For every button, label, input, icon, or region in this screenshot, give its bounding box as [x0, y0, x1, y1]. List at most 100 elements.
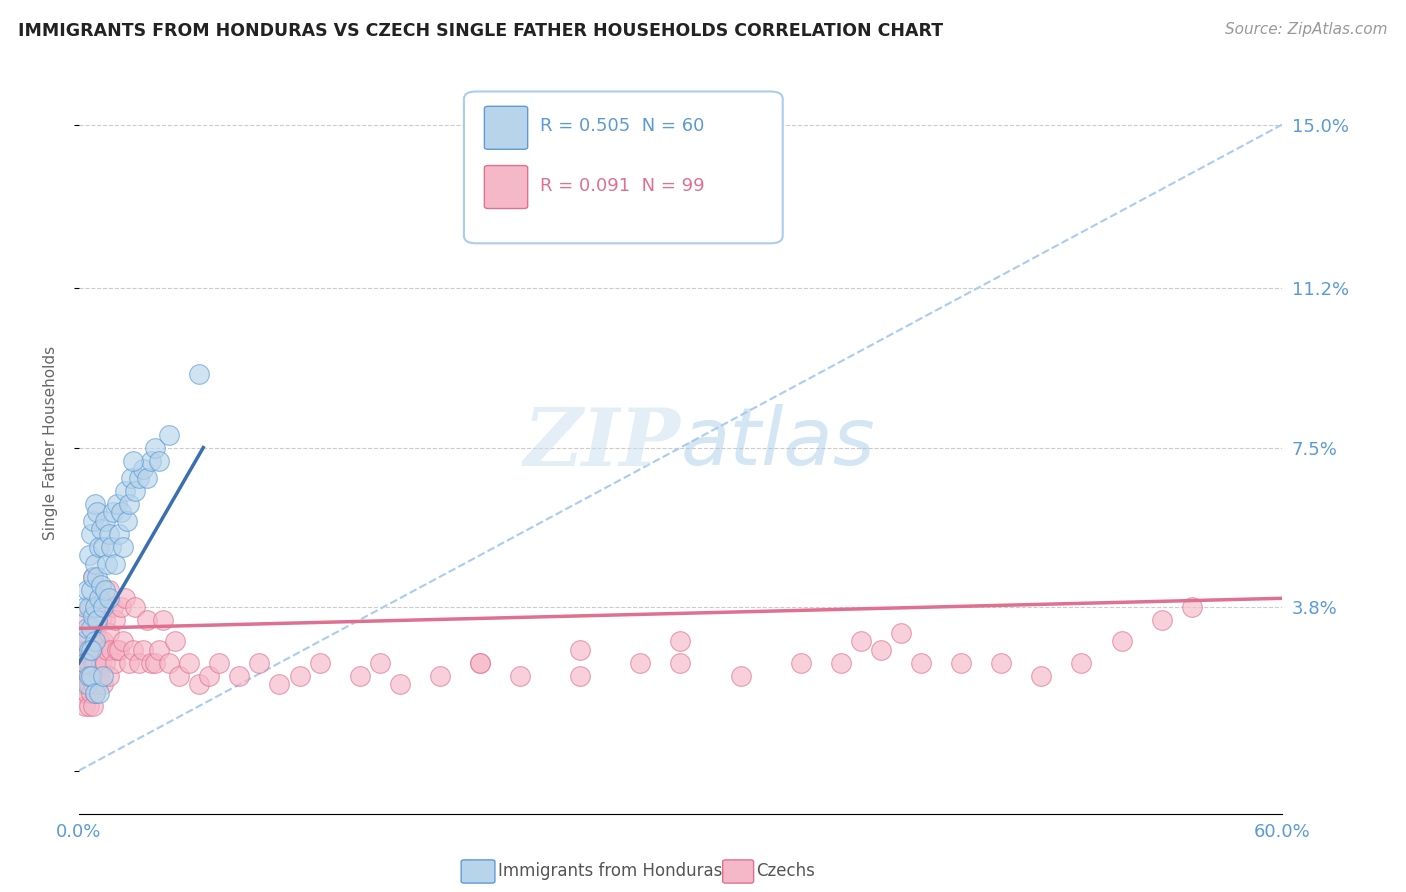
Text: atlas: atlas	[681, 404, 875, 483]
Point	[509, 669, 531, 683]
Point	[139, 656, 162, 670]
Point	[77, 599, 100, 614]
Point	[790, 656, 813, 670]
Point	[247, 656, 270, 670]
Point	[76, 686, 98, 700]
Point	[91, 677, 114, 691]
Point	[569, 643, 592, 657]
Point	[157, 656, 180, 670]
Point	[112, 634, 135, 648]
Point	[72, 634, 94, 648]
Point	[198, 669, 221, 683]
Point	[124, 483, 146, 498]
Point	[669, 656, 692, 670]
Point	[82, 570, 104, 584]
Point	[118, 656, 141, 670]
Point	[104, 656, 127, 670]
Point	[136, 471, 159, 485]
Point	[80, 669, 103, 683]
Text: Immigrants from Honduras: Immigrants from Honduras	[498, 863, 723, 880]
Point	[429, 669, 451, 683]
Point	[122, 643, 145, 657]
Point	[80, 643, 103, 657]
Point	[157, 427, 180, 442]
Point	[91, 540, 114, 554]
Point	[1150, 613, 1173, 627]
Point	[76, 613, 98, 627]
Point	[110, 505, 132, 519]
Point	[188, 368, 211, 382]
Point	[1111, 634, 1133, 648]
Point	[108, 526, 131, 541]
Point	[80, 599, 103, 614]
Point	[179, 656, 201, 670]
Point	[100, 540, 122, 554]
Text: R = 0.505  N = 60: R = 0.505 N = 60	[540, 118, 704, 136]
Point	[569, 669, 592, 683]
Point	[990, 656, 1012, 670]
Point	[167, 669, 190, 683]
Point	[118, 497, 141, 511]
Point	[82, 570, 104, 584]
Point	[73, 698, 96, 713]
Point	[114, 591, 136, 606]
Point	[80, 686, 103, 700]
Point	[101, 599, 124, 614]
Point	[143, 656, 166, 670]
Point	[87, 669, 110, 683]
Point	[73, 634, 96, 648]
Point	[120, 471, 142, 485]
Point	[80, 669, 103, 683]
Point	[87, 686, 110, 700]
Point	[98, 526, 121, 541]
Point	[98, 625, 121, 640]
Text: Czechs: Czechs	[756, 863, 815, 880]
Point	[96, 557, 118, 571]
Text: R = 0.091  N = 99: R = 0.091 N = 99	[540, 178, 704, 195]
Point	[77, 669, 100, 683]
Point	[80, 622, 103, 636]
Point	[101, 505, 124, 519]
Y-axis label: Single Father Households: Single Father Households	[44, 346, 58, 541]
Point	[82, 608, 104, 623]
Point	[950, 656, 973, 670]
Point	[87, 540, 110, 554]
Point	[104, 557, 127, 571]
Point	[98, 582, 121, 597]
Point	[70, 656, 93, 670]
Point	[148, 643, 170, 657]
Point	[669, 634, 692, 648]
Point	[90, 578, 112, 592]
Point	[849, 634, 872, 648]
Point	[308, 656, 330, 670]
Point	[1181, 599, 1204, 614]
Point	[228, 669, 250, 683]
Point	[890, 625, 912, 640]
FancyBboxPatch shape	[485, 166, 527, 209]
Point	[910, 656, 932, 670]
Point	[76, 669, 98, 683]
Point	[288, 669, 311, 683]
Point	[80, 582, 103, 597]
Point	[77, 698, 100, 713]
Point	[124, 599, 146, 614]
Point	[84, 625, 107, 640]
Point	[368, 656, 391, 670]
Text: ZIP: ZIP	[523, 405, 681, 482]
Point	[82, 677, 104, 691]
Point	[94, 514, 117, 528]
Point	[77, 656, 100, 670]
Point	[98, 669, 121, 683]
Text: IMMIGRANTS FROM HONDURAS VS CZECH SINGLE FATHER HOUSEHOLDS CORRELATION CHART: IMMIGRANTS FROM HONDURAS VS CZECH SINGLE…	[18, 22, 943, 40]
Point	[73, 656, 96, 670]
Point	[94, 582, 117, 597]
Point	[82, 698, 104, 713]
Point	[73, 656, 96, 670]
Point	[80, 643, 103, 657]
Point	[84, 497, 107, 511]
Point	[84, 599, 107, 614]
Point	[115, 514, 138, 528]
Point	[269, 677, 291, 691]
FancyBboxPatch shape	[464, 92, 783, 244]
Point	[91, 669, 114, 683]
